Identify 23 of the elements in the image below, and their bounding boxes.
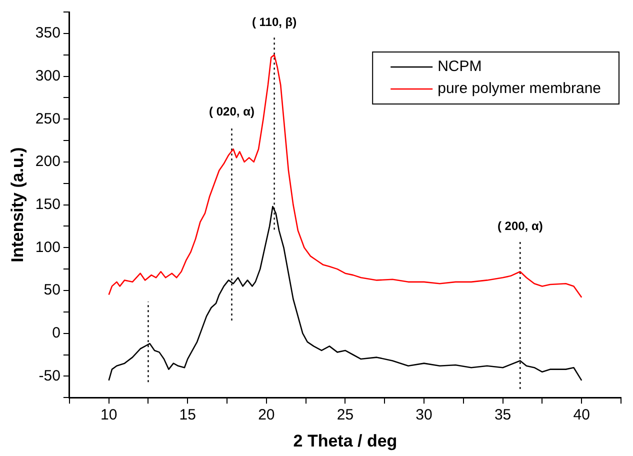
x-axis-title: 2 Theta / deg xyxy=(293,431,398,450)
annotation: ( 200, α) xyxy=(497,219,543,234)
legend-label: NCPM xyxy=(438,58,482,76)
y-tick-label: -50 xyxy=(38,367,60,384)
y-tick-label: 200 xyxy=(35,153,60,170)
x-tick-label: 20 xyxy=(258,406,275,424)
y-tick-label: 0 xyxy=(52,324,60,342)
y-tick-label: 50 xyxy=(44,282,60,299)
y-tick-label: 150 xyxy=(35,196,60,213)
x-tick-label: 35 xyxy=(494,406,512,424)
y-tick-label: 250 xyxy=(35,110,60,128)
legend-label: pure polymer membrane xyxy=(438,80,602,98)
y-tick-label: 300 xyxy=(35,67,60,84)
y-tick-label: 350 xyxy=(35,24,60,42)
y-axis-title: Intensity (a.u.) xyxy=(8,147,27,262)
x-tick-label: 15 xyxy=(179,406,196,424)
annotation: ( 110, β) xyxy=(252,15,297,30)
annotation: ( 020, α) xyxy=(209,104,254,118)
x-tick-label: 30 xyxy=(416,406,432,424)
x-tick-label: 25 xyxy=(336,406,354,424)
x-tick-label: 40 xyxy=(573,406,590,424)
x-tick-label: 10 xyxy=(100,406,118,424)
y-tick-label: 100 xyxy=(35,238,60,256)
